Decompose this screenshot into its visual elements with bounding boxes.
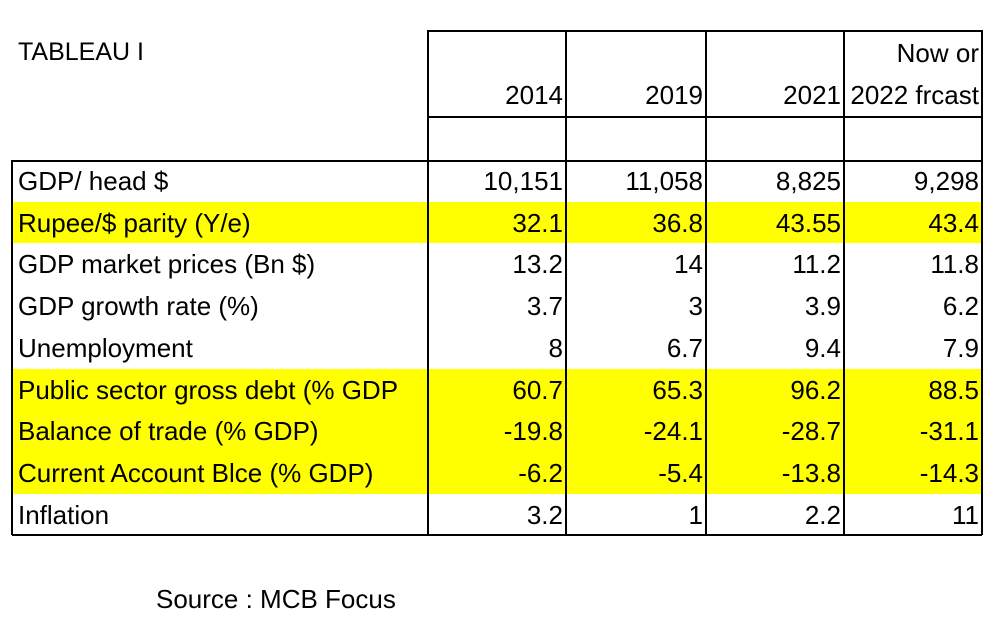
table-cell: 3.7 bbox=[526, 291, 563, 322]
column-header: 2022 frcast bbox=[850, 80, 979, 110]
grid-line bbox=[12, 160, 982, 162]
table-cell: 3.9 bbox=[804, 291, 841, 322]
table-cell: 96.2 bbox=[790, 374, 841, 405]
table-cell: 65.3 bbox=[652, 374, 703, 405]
table-cell: 32.1 bbox=[512, 207, 563, 238]
table-cell: 11,058 bbox=[625, 166, 703, 196]
table-cell: 43.4 bbox=[928, 207, 979, 238]
table-cell: -31.1 bbox=[919, 416, 979, 447]
table-cell: 1 bbox=[688, 499, 703, 530]
table-cell: 6.7 bbox=[666, 332, 703, 363]
table-cell: 9,298 bbox=[913, 166, 979, 196]
grid-line bbox=[981, 30, 983, 536]
table-cell: 14 bbox=[674, 249, 703, 280]
row-label: GDP/ head $ bbox=[18, 166, 169, 196]
grid-line bbox=[11, 160, 13, 536]
row-label: Inflation bbox=[18, 499, 110, 530]
table-cell: 8,825 bbox=[775, 166, 841, 196]
row-highlight bbox=[12, 201, 982, 244]
table-cell: 6.2 bbox=[942, 291, 979, 322]
table-cell: 3 bbox=[688, 291, 703, 322]
table-cell: 7.9 bbox=[942, 332, 979, 363]
table-cell: 88.5 bbox=[928, 374, 979, 405]
table-cell: 60.7 bbox=[512, 374, 563, 405]
grid-line bbox=[428, 116, 982, 118]
column-header: Now or bbox=[896, 38, 979, 68]
row-label: Current Account Blce (% GDP) bbox=[18, 457, 374, 488]
table-cell: 10,151 bbox=[483, 166, 563, 196]
table-cell: -28.7 bbox=[781, 416, 841, 447]
table-cell: 11.8 bbox=[930, 249, 979, 280]
column-header: 2021 bbox=[783, 80, 841, 110]
grid-line bbox=[428, 30, 982, 32]
grid-line bbox=[12, 534, 982, 537]
row-label: Unemployment bbox=[18, 332, 193, 363]
table-cell: 3.2 bbox=[526, 499, 563, 530]
table-cell: 36.8 bbox=[652, 207, 703, 238]
table-cell: 13.2 bbox=[512, 249, 563, 280]
row-highlight bbox=[12, 410, 982, 452]
table-cell: 8 bbox=[548, 332, 563, 363]
grid-line bbox=[565, 30, 567, 536]
row-label: Public sector gross debt (% GDP bbox=[18, 374, 399, 405]
row-highlight bbox=[12, 368, 982, 411]
table-cell: 43.55 bbox=[775, 207, 841, 238]
table-cell: -6.2 bbox=[518, 457, 563, 488]
grid-line bbox=[705, 30, 707, 536]
row-label: Balance of trade (% GDP) bbox=[18, 416, 319, 447]
column-header: 2019 bbox=[645, 80, 703, 110]
table-cell: 11 bbox=[952, 499, 979, 530]
table-cell: 9.4 bbox=[804, 332, 841, 363]
grid-line bbox=[427, 30, 429, 536]
row-label: GDP market prices (Bn $) bbox=[18, 249, 316, 280]
table-cell: 11.2 bbox=[792, 249, 841, 280]
table-cell: -24.1 bbox=[643, 416, 703, 447]
table-cell: -13.8 bbox=[781, 457, 841, 488]
column-header: 2014 bbox=[505, 80, 563, 110]
row-label: Rupee/$ parity (Y/e) bbox=[18, 207, 251, 238]
row-label: GDP growth rate (%) bbox=[18, 291, 259, 322]
table-cell: 2.2 bbox=[804, 499, 841, 530]
row-highlight bbox=[12, 451, 982, 494]
source-note: Source : MCB Focus bbox=[156, 584, 396, 614]
grid-line bbox=[843, 30, 845, 536]
table-title: TABLEAU I bbox=[18, 38, 144, 66]
table-cell: -5.4 bbox=[658, 457, 703, 488]
table-cell: -14.3 bbox=[919, 457, 979, 488]
table-cell: -19.8 bbox=[503, 416, 563, 447]
